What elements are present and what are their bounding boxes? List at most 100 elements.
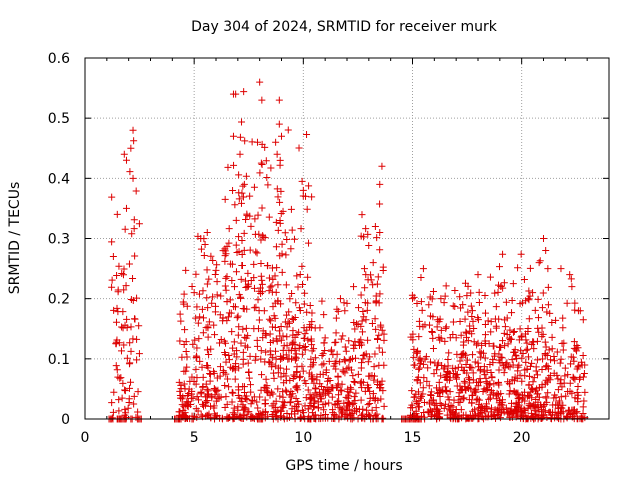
data-point [300, 343, 308, 351]
data-point [468, 312, 476, 320]
data-point [206, 369, 214, 377]
data-point [295, 304, 303, 312]
data-point [129, 296, 137, 304]
data-point [122, 156, 130, 164]
data-point [456, 293, 464, 301]
data-point [234, 312, 242, 320]
data-point [569, 373, 577, 381]
data-point [375, 344, 383, 352]
data-point [579, 316, 587, 324]
data-point [376, 246, 384, 254]
data-point [453, 370, 461, 378]
data-point [357, 291, 365, 299]
data-point [484, 317, 492, 325]
data-point [289, 341, 297, 349]
data-point [444, 356, 452, 364]
data-point [423, 377, 431, 385]
data-point [496, 414, 504, 422]
data-point [476, 375, 484, 383]
data-point [301, 377, 309, 385]
data-point [500, 329, 508, 337]
data-point [416, 394, 424, 402]
data-point [541, 380, 549, 388]
data-point [226, 296, 234, 304]
data-point [295, 144, 303, 152]
data-point [489, 356, 497, 364]
data-point [266, 283, 274, 291]
data-point [485, 395, 493, 403]
data-point [448, 409, 456, 417]
data-point [433, 366, 441, 374]
data-point [282, 386, 290, 394]
data-point [324, 388, 332, 396]
data-point [231, 375, 239, 383]
data-point [346, 388, 354, 396]
data-point [429, 287, 437, 295]
data-point [235, 323, 243, 331]
data-point [225, 351, 233, 359]
data-point [513, 410, 521, 418]
data-point [292, 299, 300, 307]
data-point [345, 405, 353, 413]
data-point [416, 322, 424, 330]
data-point [469, 407, 477, 415]
data-point [318, 361, 326, 369]
data-point [522, 358, 530, 366]
data-point [127, 323, 135, 331]
data-point [250, 260, 258, 268]
data-point [299, 367, 307, 375]
data-point [258, 140, 266, 148]
data-point [529, 378, 537, 386]
data-point [457, 385, 465, 393]
data-point [270, 312, 278, 320]
data-point [286, 391, 294, 399]
data-point [558, 339, 566, 347]
x-tick-label: 0 [81, 430, 90, 446]
data-point [126, 359, 134, 367]
data-point [230, 411, 238, 419]
data-point [451, 303, 459, 311]
data-point [497, 400, 505, 408]
data-point [314, 398, 322, 406]
data-point [556, 359, 564, 367]
data-point [376, 200, 384, 208]
data-point [446, 334, 454, 342]
data-point [325, 389, 333, 397]
data-point [419, 360, 427, 368]
data-point [319, 401, 327, 409]
data-point [120, 286, 128, 294]
data-point [573, 347, 581, 355]
data-point [113, 210, 121, 218]
data-point [259, 233, 267, 241]
data-point [557, 355, 565, 363]
data-point [282, 377, 290, 385]
data-point [409, 330, 417, 338]
data-point [246, 212, 254, 220]
data-point [220, 369, 228, 377]
data-point [508, 413, 516, 421]
data-point [345, 356, 353, 364]
data-point [298, 262, 306, 270]
data-point [466, 412, 474, 420]
data-point [525, 372, 533, 380]
data-point [380, 361, 388, 369]
data-point [536, 257, 544, 265]
data-point [203, 280, 211, 288]
data-point [305, 182, 313, 190]
data-point [272, 355, 280, 363]
data-point [274, 226, 282, 234]
data-point [200, 314, 208, 322]
data-point [575, 375, 583, 383]
data-point [332, 357, 340, 365]
data-point [334, 380, 342, 388]
data-point [239, 182, 247, 190]
data-point [522, 346, 530, 354]
data-point [452, 334, 460, 342]
data-point [559, 314, 567, 322]
data-point [291, 314, 299, 322]
data-point [115, 396, 123, 404]
data-point [318, 351, 326, 359]
data-point [263, 384, 271, 392]
data-point [478, 341, 486, 349]
data-point [551, 357, 559, 365]
